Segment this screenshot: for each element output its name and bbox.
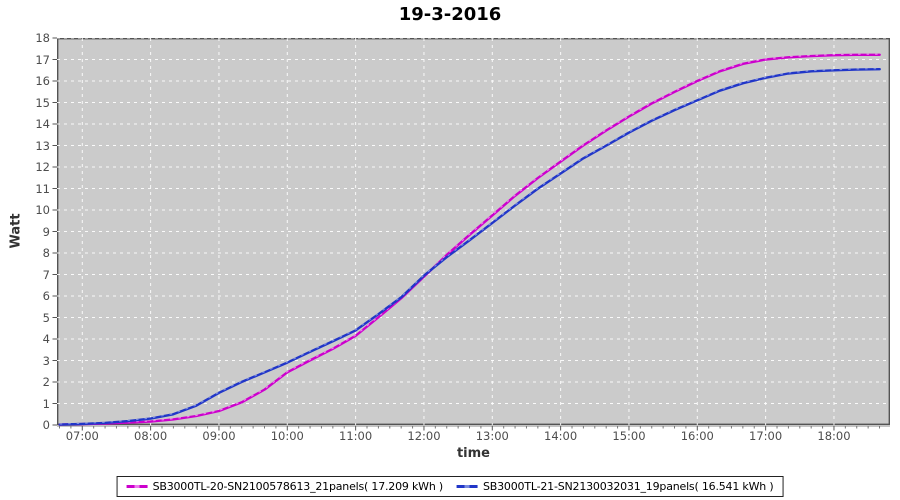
plot-area	[52, 37, 890, 431]
series-line-2	[58, 68, 881, 426]
x-tick-label: 10:00	[270, 429, 304, 443]
y-tick-label: 4	[42, 332, 50, 346]
legend-label: SB3000TL-21-SN2130032031_19panels( 16.54…	[483, 480, 774, 493]
y-tick-label: 1	[42, 396, 50, 411]
y-tick-label: 3	[42, 353, 50, 368]
x-tick-label: 13:00	[475, 429, 509, 443]
y-tick-label: 2	[42, 375, 50, 389]
series-markers-1	[59, 53, 880, 425]
y-tick-label: 12	[35, 160, 50, 174]
series-markers-2	[59, 68, 880, 425]
y-tick-label: 6	[42, 289, 50, 303]
x-tick-label: 08:00	[134, 429, 168, 443]
y-tick-label: 17	[35, 52, 50, 67]
y-tick-label: 9	[42, 224, 50, 239]
y-tick-label: 0	[42, 418, 50, 432]
x-tick-label: 15:00	[612, 429, 646, 443]
x-axis-title: time	[456, 446, 491, 461]
y-tick-label: 5	[42, 310, 50, 325]
x-tick-label: 09:00	[202, 429, 236, 443]
x-tick-label: 11:00	[339, 429, 373, 443]
x-tick-label: 16:00	[680, 429, 714, 443]
y-tick-label: 15	[35, 95, 50, 110]
y-tick-label: 14	[35, 117, 50, 131]
y-tick-label: 13	[35, 138, 50, 153]
legend-label: SB3000TL-20-SN2100578613_21panels( 17.20…	[152, 480, 444, 493]
legend-item-1: SB3000TL-20-SN2100578613_21panels( 17.20…	[126, 480, 444, 493]
legend-line-swatch	[457, 485, 478, 488]
y-tick-label: 16	[35, 74, 50, 88]
chart-title: 19-3-2016	[398, 4, 502, 25]
x-tick-label: 14:00	[544, 429, 578, 443]
x-tick-label: 12:00	[407, 429, 441, 443]
plot-canvas	[52, 37, 890, 431]
y-tick-label: 18	[35, 31, 50, 45]
y-tick-label: 8	[42, 246, 50, 260]
x-tick-label: 17:00	[749, 429, 783, 443]
legend: SB3000TL-20-SN2100578613_21panels( 17.20…	[116, 476, 784, 497]
legend-line-swatch	[126, 485, 148, 488]
y-tick-label: 10	[35, 203, 50, 217]
y-tick-label: 7	[42, 267, 50, 282]
x-tick-label: 18:00	[817, 429, 851, 443]
legend-item-2: SB3000TL-21-SN2130032031_19panels( 16.54…	[457, 480, 774, 493]
y-tick-label: 11	[35, 181, 50, 196]
x-tick-label: 07:00	[65, 429, 99, 443]
